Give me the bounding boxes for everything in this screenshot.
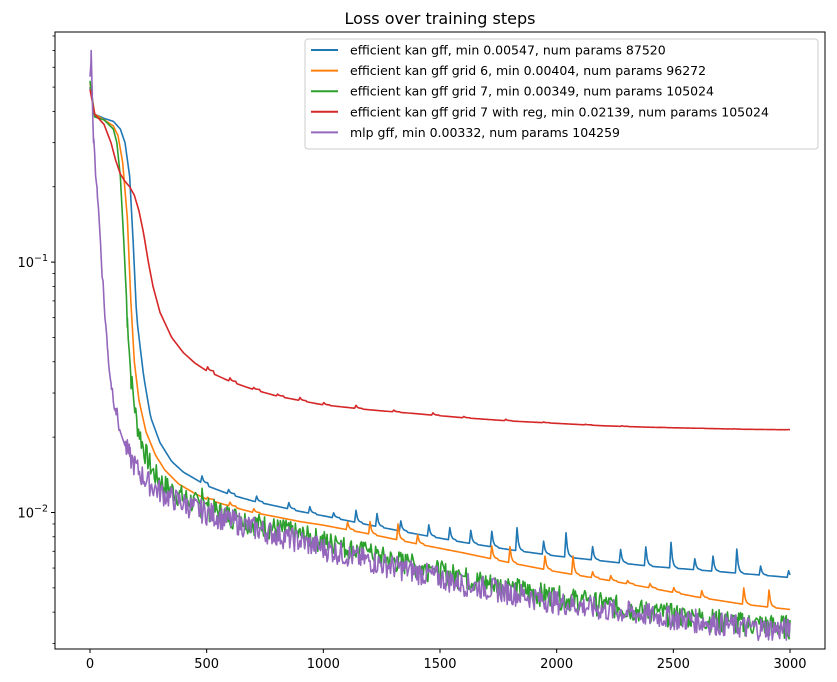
series-line bbox=[89, 49, 791, 642]
legend-label: efficient kan gff grid 7, min 0.00349, n… bbox=[350, 84, 714, 99]
x-tick-label: 1500 bbox=[423, 657, 456, 672]
x-tick-label: 2000 bbox=[540, 657, 573, 672]
series-line bbox=[89, 89, 791, 431]
series-line bbox=[89, 86, 791, 579]
x-tick-label: 0 bbox=[86, 657, 94, 672]
x-tick-label: 500 bbox=[194, 657, 219, 672]
series-line bbox=[89, 82, 791, 611]
legend-label: efficient kan gff, min 0.00547, num para… bbox=[350, 43, 666, 58]
series-layer bbox=[89, 49, 791, 642]
legend-label: efficient kan gff grid 6, min 0.00404, n… bbox=[350, 63, 706, 78]
x-tick-label: 3000 bbox=[773, 657, 806, 672]
x-tick-label: 2500 bbox=[657, 657, 690, 672]
chart-title: Loss over training steps bbox=[345, 9, 536, 28]
y-tick-label: 10−2 bbox=[17, 504, 48, 522]
legend-label: mlp gff, min 0.00332, num params 104259 bbox=[350, 125, 620, 140]
legend: efficient kan gff, min 0.00547, num para… bbox=[304, 38, 819, 150]
y-axis: 10−1 10−2 bbox=[17, 35, 55, 644]
y-tick-label: 10−1 bbox=[17, 253, 48, 271]
x-tick-label: 1000 bbox=[307, 657, 340, 672]
legend-box bbox=[304, 38, 819, 150]
x-axis: 0 500 1000 1500 2000 2500 3000 bbox=[86, 649, 807, 672]
legend-label: efficient kan gff grid 7 with reg, min 0… bbox=[350, 104, 769, 119]
